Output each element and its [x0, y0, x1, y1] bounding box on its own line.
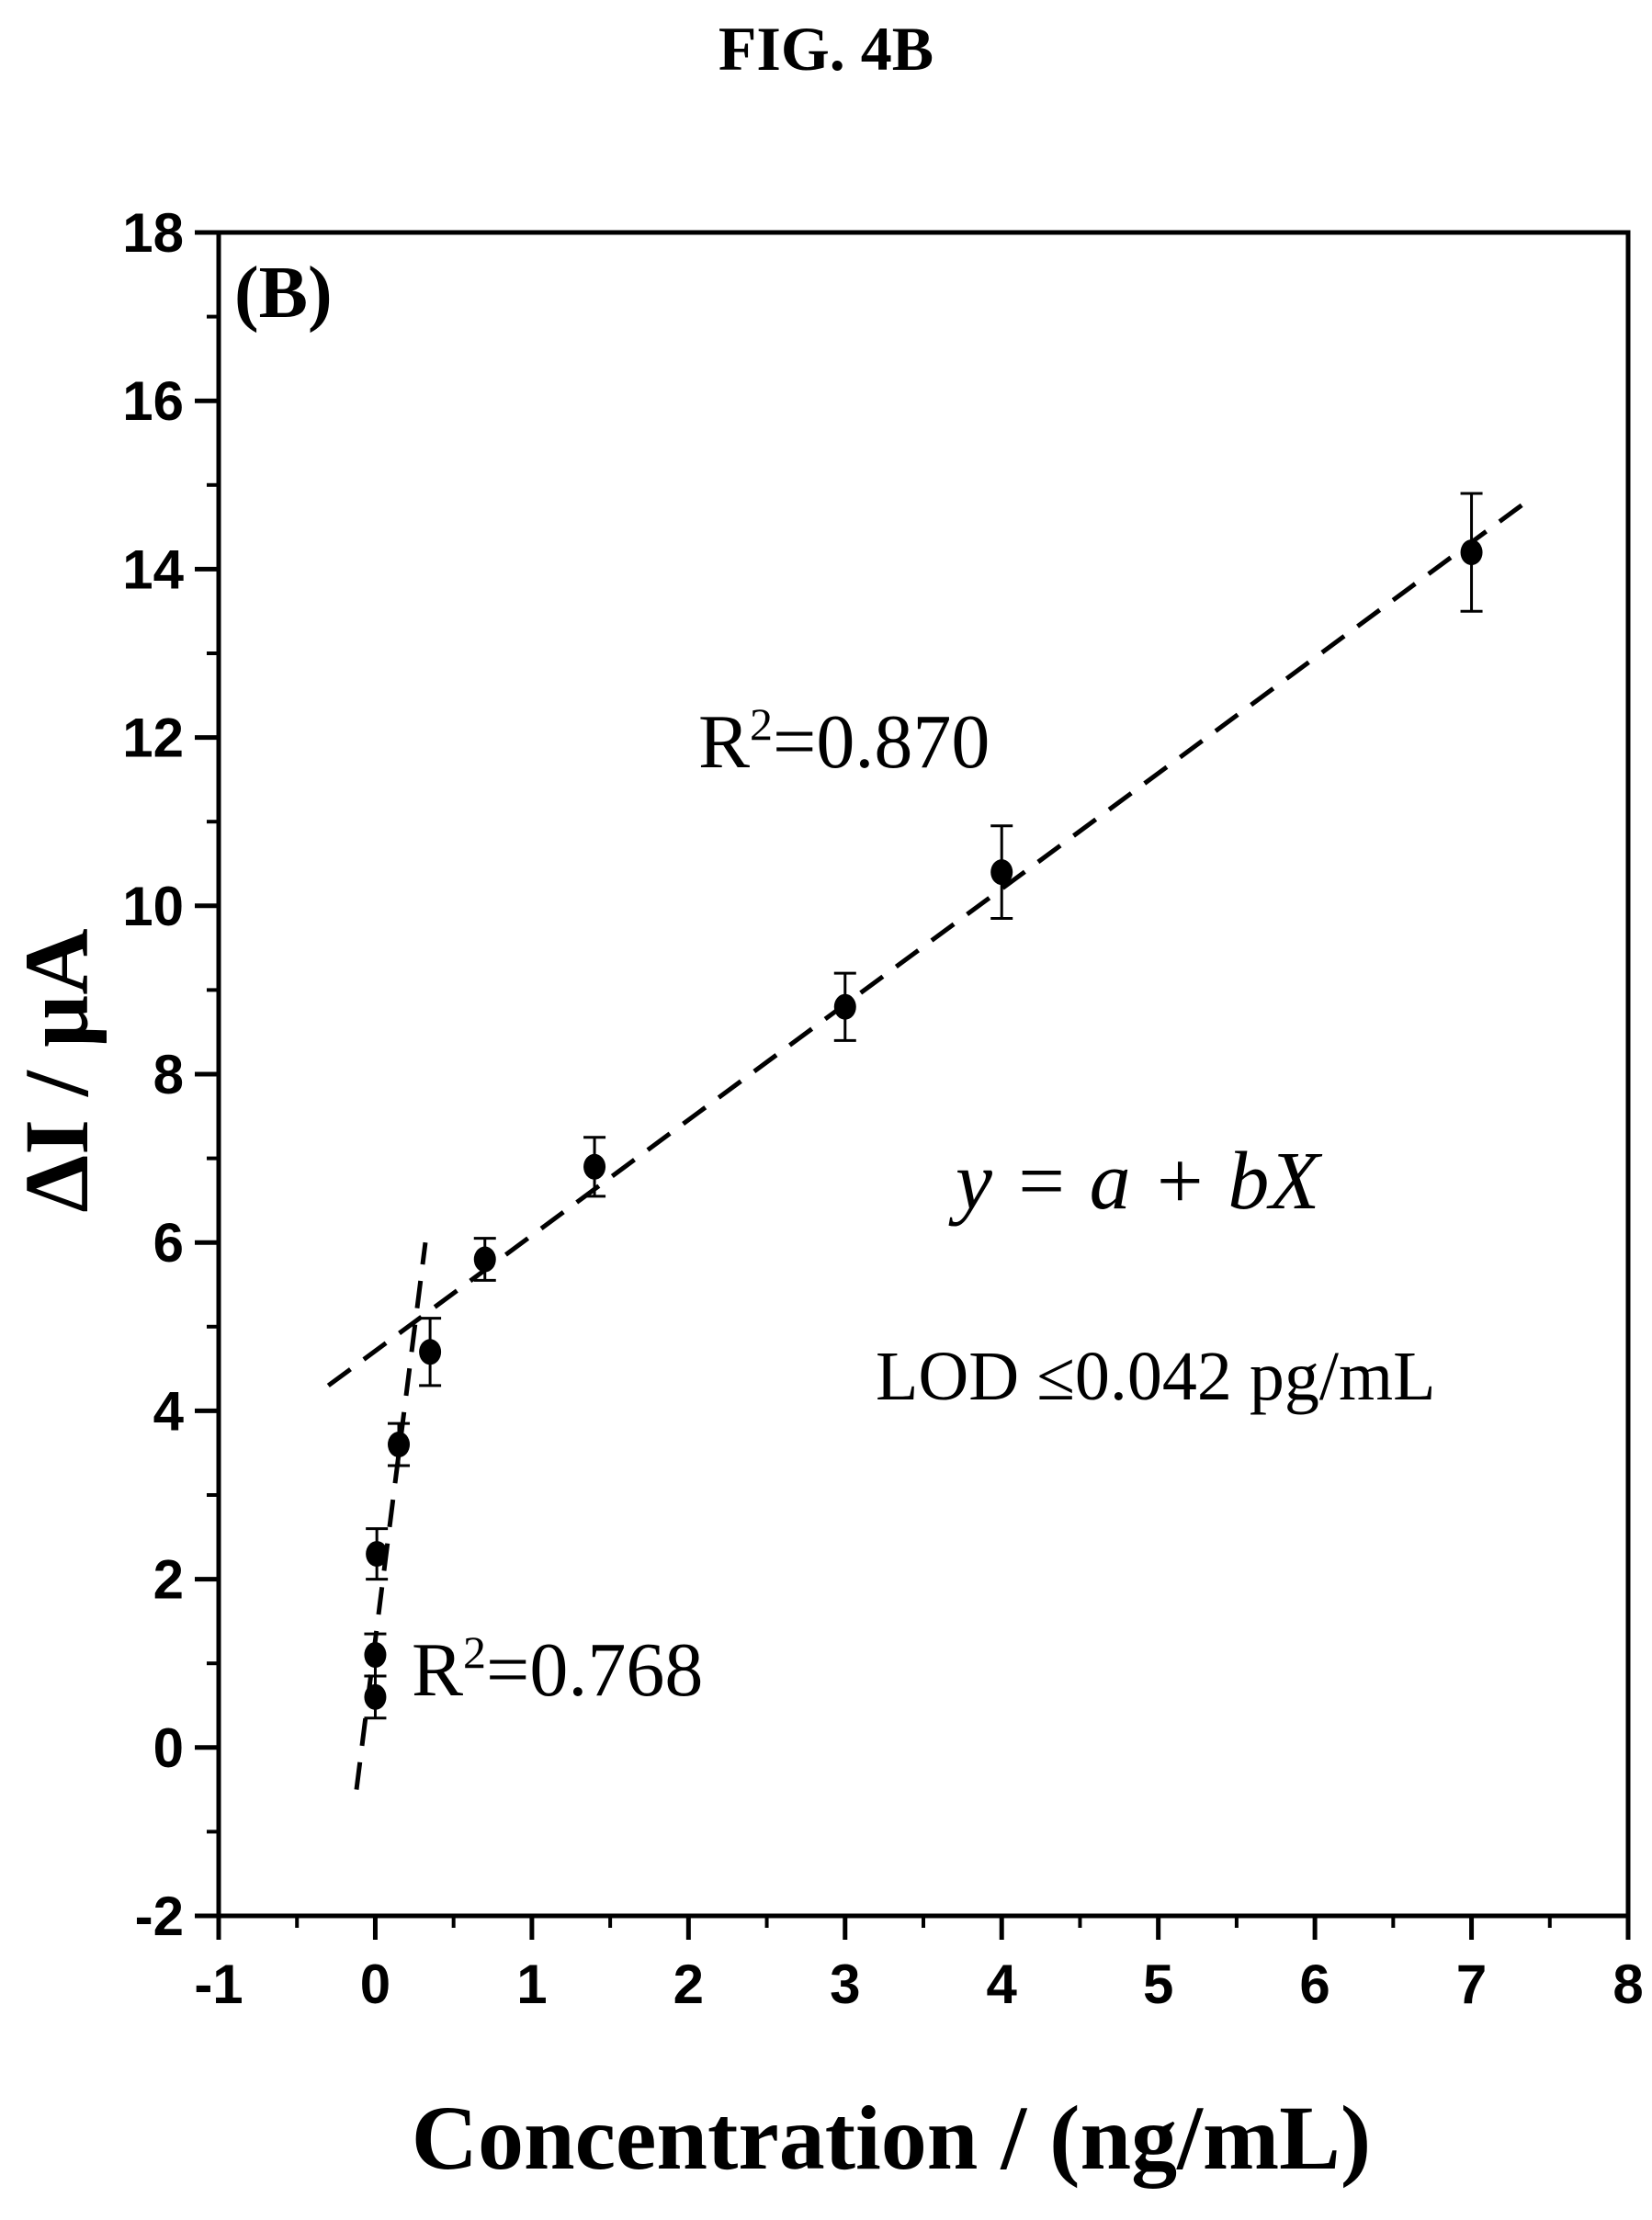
- data-points: [364, 492, 1483, 1720]
- point-marker: [388, 1432, 411, 1458]
- data-point: [366, 1527, 389, 1581]
- y-tick-label: 10: [122, 876, 184, 937]
- x-tick-label: 7: [1456, 1954, 1487, 2015]
- point-marker: [1460, 539, 1483, 566]
- r2-high-label: R2=0.870: [698, 698, 990, 785]
- r2-low-sup: 2: [463, 1626, 486, 1678]
- point-marker: [473, 1246, 496, 1273]
- x-tick-label: -1: [194, 1954, 243, 2015]
- data-point: [990, 824, 1013, 921]
- x-tick-label: 1: [516, 1954, 547, 2015]
- point-marker: [419, 1339, 442, 1365]
- fit-line-2: [326, 500, 1528, 1388]
- y-axis-label: ΔI / µA: [6, 928, 107, 1212]
- r2-high-rest: =0.870: [773, 699, 990, 785]
- data-point: [833, 971, 856, 1042]
- data-point: [473, 1237, 496, 1282]
- y-tick-label: 2: [153, 1549, 184, 1611]
- y-tick-label: 16: [122, 370, 184, 432]
- y-tick-label: 6: [153, 1212, 184, 1274]
- x-tick-label: 5: [1143, 1954, 1173, 2015]
- data-point: [364, 1632, 387, 1678]
- x-tick-label: 3: [830, 1954, 860, 2015]
- x-axis-ticks: -1 0 1 2 3 4 5 6 7 8: [194, 1916, 1644, 2015]
- x-tick-label: 0: [360, 1954, 390, 2015]
- x-tick-label: 2: [673, 1954, 704, 2015]
- y-tick-label: -2: [135, 1886, 184, 1947]
- fit-lines: [326, 500, 1528, 1790]
- figure-title: FIG. 4B: [718, 14, 934, 84]
- data-point: [388, 1421, 411, 1467]
- y-tick-label: 8: [153, 1044, 184, 1105]
- y-tick-label: 14: [122, 538, 184, 600]
- point-marker: [364, 1642, 387, 1669]
- point-marker: [364, 1683, 387, 1710]
- r2-high-base: R: [698, 699, 750, 785]
- panel-label: (B): [234, 253, 333, 334]
- x-axis-label: Concentration / (ng/mL): [412, 2087, 1371, 2189]
- point-marker: [833, 993, 856, 1020]
- r2-low-rest: =0.768: [486, 1627, 703, 1713]
- y-tick-label: 12: [122, 708, 184, 769]
- data-point: [419, 1317, 442, 1388]
- y-axis-ticks: -2 0 2 4 6 8 10 12 14 16 18: [122, 202, 219, 1947]
- r2-low-base: R: [412, 1627, 463, 1713]
- data-point: [364, 1674, 387, 1720]
- data-point: [1460, 492, 1483, 613]
- lod-label: LOD ≤0.042 pg/mL: [876, 1338, 1436, 1415]
- equation-label: y = a + bX: [948, 1136, 1322, 1227]
- r2-low-label: R2=0.768: [412, 1626, 703, 1713]
- x-tick-label: 8: [1612, 1954, 1643, 2015]
- r2-high-sup: 2: [750, 698, 773, 750]
- x-tick-label: 6: [1299, 1954, 1330, 2015]
- point-marker: [366, 1541, 389, 1568]
- x-tick-label: 4: [987, 1954, 1018, 2015]
- point-marker: [990, 859, 1013, 886]
- y-tick-label: 18: [122, 202, 184, 264]
- y-tick-label: 0: [153, 1717, 184, 1779]
- point-marker: [583, 1153, 606, 1180]
- data-point: [583, 1136, 606, 1198]
- y-tick-label: 4: [153, 1380, 185, 1442]
